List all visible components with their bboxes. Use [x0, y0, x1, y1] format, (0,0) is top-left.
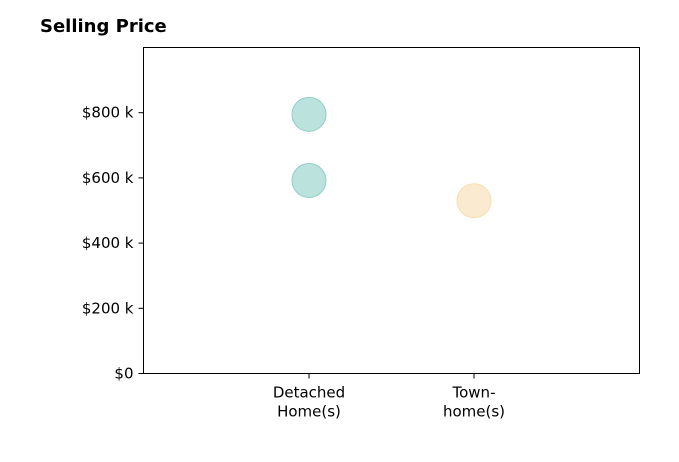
- x-tick-label: Town-home(s): [443, 384, 505, 421]
- plot-area-frame: [143, 47, 640, 374]
- y-tick-label: $400 k: [82, 234, 134, 252]
- chart-title: Selling Price: [40, 16, 167, 37]
- x-tick-label-line: Town-: [452, 384, 496, 402]
- x-tick-label-line: home(s): [443, 403, 505, 421]
- data-point: [456, 183, 492, 219]
- y-tick-label: $0: [114, 365, 133, 383]
- x-tick-label-line: Home(s): [277, 403, 341, 421]
- data-point: [291, 163, 327, 199]
- y-tick-label: $600 k: [82, 169, 134, 187]
- x-tick-label: Detached Home(s): [273, 384, 345, 421]
- x-axis: Detached Home(s) Town-home(s): [273, 373, 505, 421]
- y-axis: $0 $200 k $400 k $600 k $800 k: [82, 104, 144, 383]
- data-point: [291, 96, 327, 132]
- y-tick-label: $200 k: [82, 299, 134, 317]
- y-tick-label: $800 k: [82, 104, 134, 122]
- data-points: [291, 96, 492, 219]
- x-tick-label-line: Detached: [273, 384, 345, 402]
